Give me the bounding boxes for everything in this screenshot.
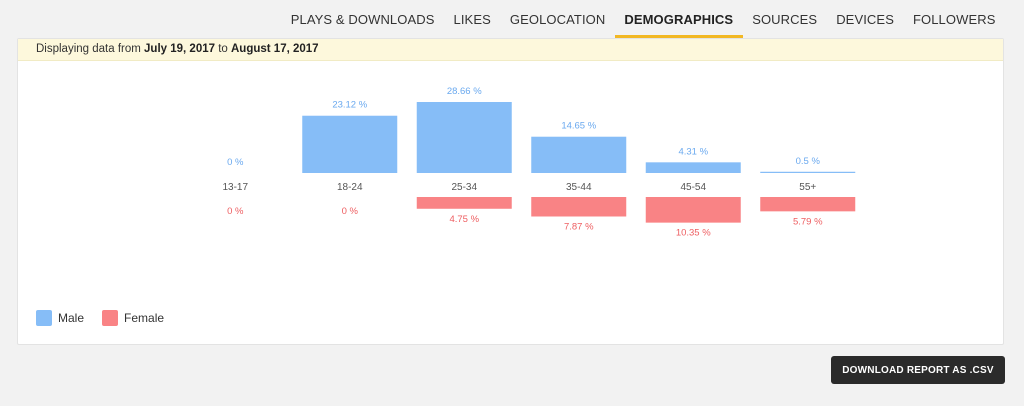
female-value-label: 10.35 % [676,228,711,239]
category-label: 55+ [799,182,816,193]
date-range-banner: Displaying data from July 19, 2017 to Au… [18,39,1003,61]
tab-geolocation[interactable]: GEOLOCATION [509,11,606,27]
category-label: 35-44 [566,182,592,193]
tab-plays-downloads[interactable]: PLAYS & DOWNLOADS [290,11,435,27]
demographics-panel: Displaying data from July 19, 2017 to Au… [17,38,1004,345]
legend-label-male: Male [58,311,85,325]
date-range-prefix: Displaying data from [36,43,145,55]
date-range-connector: to [215,43,231,55]
male-bar [416,102,512,173]
tab-sources[interactable]: SOURCES [752,11,818,27]
female-bar [531,197,627,217]
date-range-end: August 17, 2017 [231,43,319,55]
male-value-label: 23.12 % [332,100,367,111]
male-value-label: 4.31 % [678,146,708,157]
legend-swatch-female [102,310,119,326]
female-value-label: 0 % [227,206,244,217]
download-csv-button[interactable]: DOWNLOAD REPORT AS .CSV [831,356,1005,384]
female-value-label: 7.87 % [564,221,594,232]
category-label: 13-17 [222,182,248,193]
male-value-label: 28.66 % [447,86,482,97]
legend-label-female: Female [124,311,165,325]
male-bar [531,136,627,173]
female-value-label: 0 % [342,206,359,217]
male-bar [760,171,856,173]
tab-likes[interactable]: LIKES [453,11,491,27]
tab-devices[interactable]: DEVICES [836,11,894,27]
male-value-label: 0 % [227,157,244,168]
male-value-label: 14.65 % [561,121,596,132]
female-bar [645,197,741,223]
male-value-label: 0.5 % [796,156,821,167]
demographics-chart: 0 % 13-17 0 % 23.12 % 18-24 0 % 28.66 % 25-34 4.… [222,86,856,239]
legend-swatch-male [36,310,52,326]
chart-legend: Male Female [36,310,182,326]
female-value-label: 5.79 % [793,216,823,227]
legend-item-male: Male [36,310,84,326]
category-label: 18-24 [337,182,363,193]
female-bar [760,197,856,212]
male-bar [302,115,398,173]
female-value-label: 4.75 % [449,214,479,225]
report-tabs: PLAYS & DOWNLOADS LIKES GEOLOCATION DEMOGRA… [0,0,1024,38]
tab-followers[interactable]: FOLLOWERS [912,11,996,27]
category-label: 25-34 [451,182,477,193]
tab-demographics[interactable]: DEMOGRAPHICS [614,0,743,38]
male-bar [645,162,741,173]
female-bar [416,197,512,209]
date-range-start: July 19, 2017 [144,43,216,55]
legend-item-female: Female [102,310,164,326]
category-label: 45-54 [680,182,706,193]
